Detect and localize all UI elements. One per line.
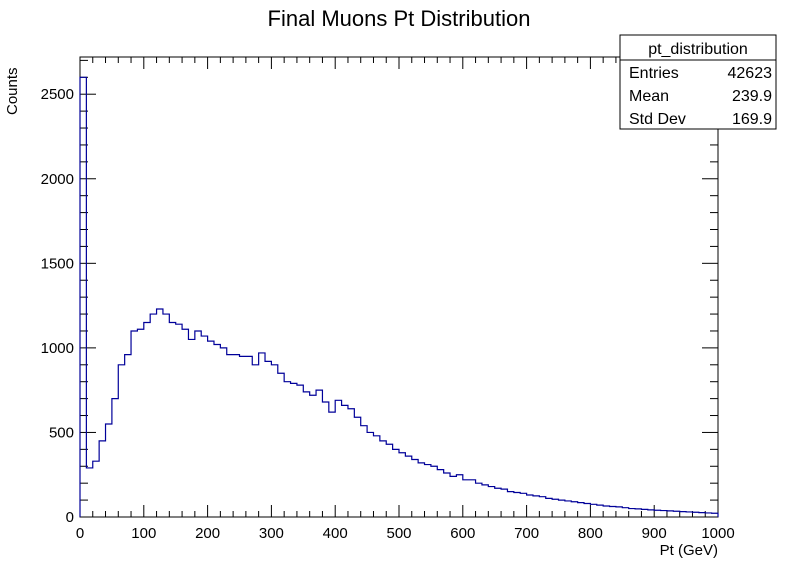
stats-box: pt_distribution Entries 42623 Mean 239.9… xyxy=(619,34,777,130)
y-tick-label: 2500 xyxy=(41,86,74,103)
y-tick-label: 500 xyxy=(49,424,74,441)
stats-stddev-label: Std Dev xyxy=(629,111,686,128)
stats-stddev-value: 169.9 xyxy=(732,111,772,128)
stats-entries-label: Entries xyxy=(629,65,679,82)
x-tick-label: 600 xyxy=(450,525,475,542)
stats-box-title: pt_distribution xyxy=(648,41,748,58)
x-tick-label: 300 xyxy=(259,525,284,542)
y-axis-label: Counts xyxy=(4,67,21,115)
y-tick-label: 1500 xyxy=(41,255,74,272)
x-tick-label: 900 xyxy=(642,525,667,542)
y-tick-label: 0 xyxy=(66,509,74,526)
x-tick-label: 0 xyxy=(76,525,84,542)
x-tick-label: 100 xyxy=(131,525,156,542)
x-tick-label: 400 xyxy=(323,525,348,542)
x-tick-label: 200 xyxy=(195,525,220,542)
x-tick-label: 1000 xyxy=(701,525,734,542)
x-axis-label: Pt (GeV) xyxy=(660,542,718,559)
x-tick-label: 800 xyxy=(578,525,603,542)
stats-box-frame xyxy=(619,34,777,130)
x-tick-label: 700 xyxy=(514,525,539,542)
stats-mean-label: Mean xyxy=(629,88,669,105)
x-axis: 0 100 200 300 400 500 600 700 800 900 1000 xyxy=(76,57,735,542)
stats-entries-value: 42623 xyxy=(728,65,773,82)
y-axis: 0 500 1000 1500 2000 2500 xyxy=(41,59,718,526)
chart-title: Final Muons Pt Distribution xyxy=(268,6,531,31)
y-tick-label: 2000 xyxy=(41,171,74,188)
x-tick-label: 500 xyxy=(386,525,411,542)
stats-mean-value: 239.9 xyxy=(732,88,772,105)
histogram-line xyxy=(79,76,719,517)
y-tick-label: 1000 xyxy=(41,340,74,357)
